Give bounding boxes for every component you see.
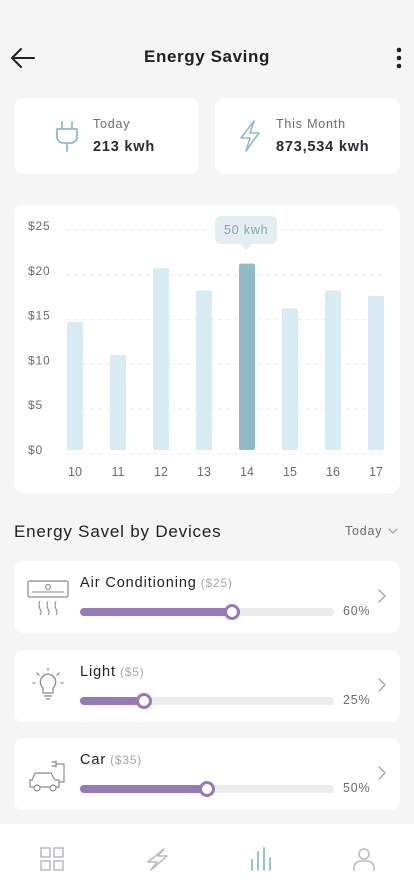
chart-bar[interactable] [67,321,83,450]
chart-canvas: $0 $5 $10 $15 $20 $25 10 11 12 13 14 15 16 17 [28,219,386,479]
period-label: Today [345,524,383,538]
progress-track [80,604,334,620]
y-tick-label: $20 [28,264,50,278]
chart-bar[interactable] [368,295,384,450]
stat-value: 213 kwh [93,139,156,155]
device-name: Air Conditioning ($25) [80,575,233,591]
x-tick-label: 12 [154,465,168,479]
chart-bar[interactable] [282,308,298,450]
chart-bar[interactable] [325,290,341,450]
bar-chart-icon[interactable] [248,846,274,872]
progress-fill [80,608,233,616]
progress-track [80,693,334,709]
chevron-down-icon [388,527,399,534]
device-cost: ($5) [119,665,145,679]
plug-icon [56,121,78,152]
period-dropdown[interactable]: Today [345,524,399,538]
slider-knob[interactable] [135,693,152,709]
y-tick-label: $0 [28,443,43,457]
more-vertical-icon[interactable] [392,46,406,70]
x-tick-label: 10 [68,465,82,479]
stat-label: Today [93,117,131,131]
x-tick-label: 14 [240,465,254,479]
device-card-car[interactable]: Car ($35) 50% [14,738,400,810]
chevron-right-icon [378,766,386,780]
progress-track [80,781,334,797]
chart-bar[interactable] [153,268,169,450]
air-conditioner-icon [27,580,69,616]
slider-knob[interactable] [199,781,215,797]
lightning-icon [240,120,260,152]
y-tick-label: $25 [28,219,50,233]
y-tick-label: $5 [28,398,43,412]
grid-icon[interactable] [39,846,65,872]
device-card-air-conditioning[interactable]: Air Conditioning ($25) 60% [14,561,400,633]
x-tick-label: 11 [112,465,125,479]
stat-value: 873,534 kwh [276,139,370,155]
device-cost: ($35) [110,753,143,767]
percent-label: 50% [343,781,371,795]
bottom-navigation [0,824,414,896]
device-name: Car ($35) [80,752,143,768]
chart-bar[interactable] [110,355,126,450]
x-tick-label: 16 [326,465,340,479]
device-name: Light ($5) [80,664,145,680]
y-tick-label: $15 [28,309,50,323]
lightning-icon[interactable] [144,846,170,872]
device-cost: ($25) [200,576,233,590]
x-tick-label: 15 [283,465,297,479]
slider-knob[interactable] [224,604,241,620]
lightbulb-icon [32,667,64,700]
x-tick-label: 13 [197,465,211,479]
chevron-right-icon [378,589,386,603]
page-title: Energy Saving [144,47,270,66]
progress-fill [80,785,207,793]
arrow-left-icon[interactable] [10,46,36,70]
chart-bar[interactable] [239,263,255,450]
devices-section-title: Energy Savel by Devices [14,522,222,541]
chart-tooltip: 50 kwh [215,215,278,250]
energy-bar-chart: $0 $5 $10 $15 $20 $25 10 11 12 13 14 15 16 17 50 kwh [14,205,400,493]
month-stat-card: This Month 873,534 kwh [215,98,400,174]
device-card-light[interactable]: Light ($5) 25% [14,650,400,722]
stat-label: This Month [276,117,346,131]
percent-label: 25% [343,693,371,707]
chart-bar[interactable] [196,290,212,450]
x-tick-label: 17 [369,465,383,479]
progress-fill [80,697,144,705]
y-tick-label: $10 [28,353,50,367]
app-header: Energy Saving [0,0,414,100]
today-stat-card: Today 213 kwh [14,98,199,174]
user-icon[interactable] [351,846,377,872]
percent-label: 60% [343,604,371,618]
electric-car-icon [29,760,65,792]
chevron-right-icon [378,678,386,692]
